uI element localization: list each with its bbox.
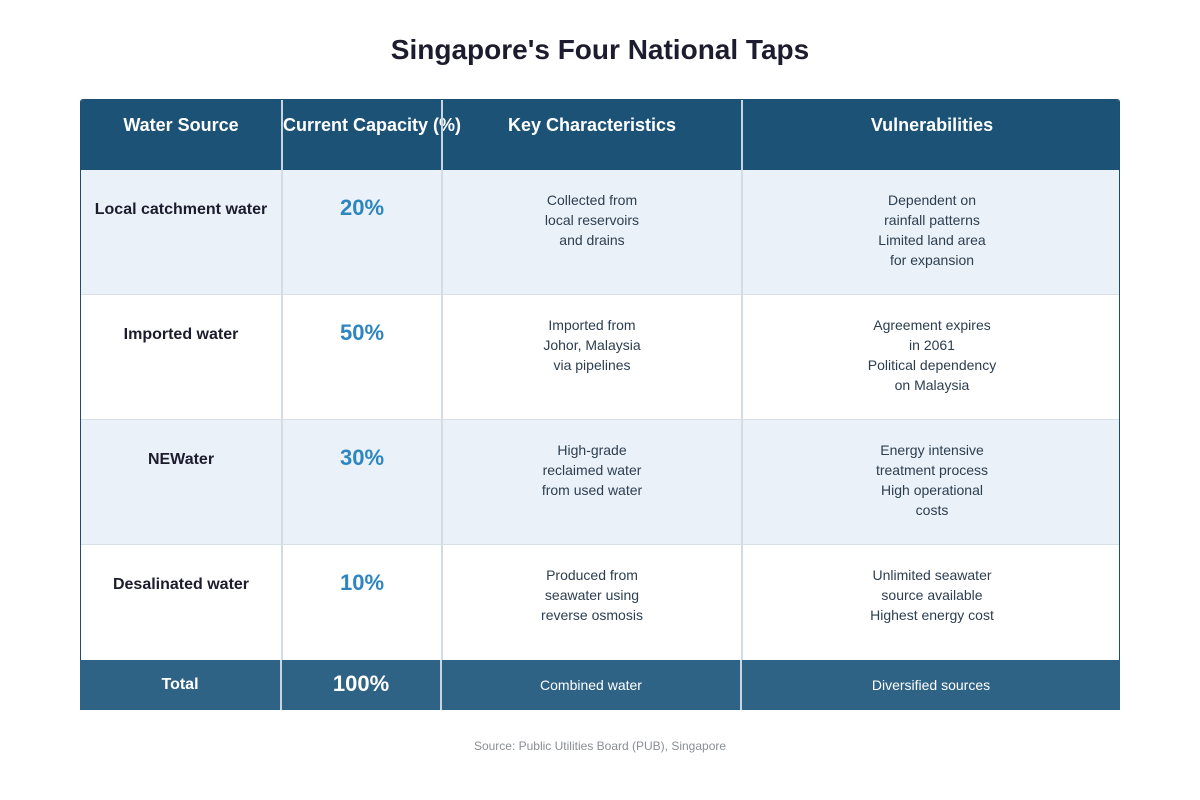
capacity-cell: 50% xyxy=(281,295,441,419)
characteristics-line: seawater using xyxy=(544,587,640,603)
capacity-cell: 20% xyxy=(281,170,441,294)
vulnerabilities-cell: Energy intensive treatment process High … xyxy=(741,420,1119,544)
vulnerabilities-line: Energy intensive xyxy=(880,442,984,458)
characteristics-line: via pipelines xyxy=(553,357,631,373)
characteristics-cell: Imported from Johor, Malaysia via pipeli… xyxy=(441,295,741,419)
water-source-cell: Imported water xyxy=(123,326,239,343)
characteristics-line: High-grade xyxy=(557,442,627,458)
column-header-key-characteristics: Key Characteristics xyxy=(441,100,741,170)
source-note: Source: Public Utilities Board (PUB), Si… xyxy=(473,739,727,753)
characteristics-line: reclaimed water xyxy=(542,462,642,478)
column-header-water-source: Water Source xyxy=(123,115,239,135)
column-header-vulnerabilities: Vulnerabilities xyxy=(741,100,1119,170)
total-characteristics: Combined water xyxy=(440,660,740,710)
table-row: Desalinated water 10% Produced from seaw… xyxy=(81,545,1119,670)
vulnerabilities-line: for expansion xyxy=(889,252,975,268)
vulnerabilities-cell: Dependent on rainfall patterns Limited l… xyxy=(741,170,1119,294)
vulnerabilities-line: source available xyxy=(881,587,983,603)
water-sources-table: Water Source Current Capacity (%) Key Ch… xyxy=(80,99,1120,710)
vulnerabilities-line: Agreement expires xyxy=(873,317,991,333)
vulnerabilities-line: Unlimited seawater xyxy=(872,567,992,583)
water-source-cell: Local catchment water xyxy=(94,201,268,218)
table-row: NEWater 30% High-grade reclaimed water f… xyxy=(81,420,1119,545)
characteristics-line: from used water xyxy=(541,482,643,498)
total-label: Total xyxy=(161,676,199,693)
water-source-cell: NEWater xyxy=(147,451,215,468)
characteristics-cell: Produced from seawater using reverse osm… xyxy=(441,545,741,669)
characteristics-line: and drains xyxy=(559,232,625,248)
characteristics-cell: Collected from local reservoirs and drai… xyxy=(441,170,741,294)
table-row: Imported water 50% Imported from Johor, … xyxy=(81,295,1119,420)
vulnerabilities-line: in 2061 xyxy=(909,337,955,353)
page-title: Singapore's Four National Taps xyxy=(390,34,810,65)
characteristics-line: Imported from xyxy=(548,317,636,333)
characteristics-line: Johor, Malaysia xyxy=(543,337,641,353)
vulnerabilities-cell: Unlimited seawater source available High… xyxy=(741,545,1119,669)
characteristics-line: Collected from xyxy=(546,192,638,208)
vulnerabilities-line: Limited land area xyxy=(878,232,986,248)
vulnerabilities-line: High operational xyxy=(881,482,983,498)
total-capacity: 100% xyxy=(280,660,440,710)
capacity-cell: 30% xyxy=(281,420,441,544)
column-header-current-capacity: Current Capacity (%) xyxy=(281,100,461,170)
table-row: Local catchment water 20% Collected from… xyxy=(81,170,1119,295)
characteristics-line: reverse osmosis xyxy=(541,607,643,623)
total-vulnerabilities: Diversified sources xyxy=(740,660,1120,710)
table-header-row: Water Source Current Capacity (%) Key Ch… xyxy=(81,100,1119,170)
vulnerabilities-line: treatment process xyxy=(875,462,989,478)
vulnerabilities-line: Highest energy cost xyxy=(870,607,994,623)
capacity-cell: 10% xyxy=(281,545,441,669)
table-total-row: Total 100% Combined water Diversified so… xyxy=(80,660,1120,710)
water-source-cell: Desalinated water xyxy=(112,576,250,593)
characteristics-line: local reservoirs xyxy=(544,212,640,228)
vulnerabilities-line: Political dependency xyxy=(867,357,997,373)
vulnerabilities-line: rainfall patterns xyxy=(884,212,980,228)
vulnerabilities-line: on Malaysia xyxy=(894,377,970,393)
vulnerabilities-line: costs xyxy=(915,502,949,518)
vulnerabilities-line: Dependent on xyxy=(888,192,976,208)
vulnerabilities-cell: Agreement expires in 2061 Political depe… xyxy=(741,295,1119,419)
characteristics-line: Produced from xyxy=(546,567,638,583)
characteristics-cell: High-grade reclaimed water from used wat… xyxy=(441,420,741,544)
